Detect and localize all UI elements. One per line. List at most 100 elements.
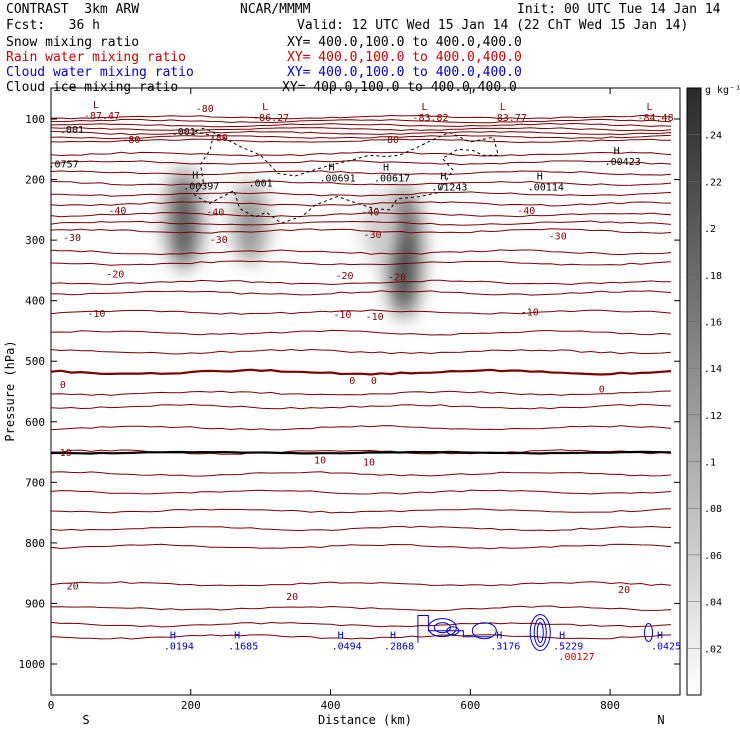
colorbar bbox=[686, 87, 702, 696]
cloud-water-contour bbox=[433, 622, 451, 634]
field-rain-xy: XY= 400.0,100.0 to 400.0,400.0 bbox=[287, 50, 522, 65]
extremum-mark: L bbox=[500, 102, 506, 113]
surface-line bbox=[51, 450, 672, 455]
isotherm-line bbox=[51, 134, 672, 140]
extremum-value: -83.82 bbox=[412, 113, 448, 124]
extremum-value: .5229 bbox=[553, 642, 583, 653]
field-cloudwater-xy: XY= 400.0,100.0 to 400.0,400.0 bbox=[287, 65, 522, 80]
extremum-mark: H bbox=[383, 163, 389, 174]
colorbar-tick-label: .22 bbox=[704, 177, 722, 188]
y-tick-label: 200 bbox=[25, 174, 45, 187]
y-tick-label: 300 bbox=[25, 234, 45, 247]
colorbar-tick-label: .12 bbox=[704, 411, 722, 422]
y-tick-label: 900 bbox=[25, 597, 45, 610]
colorbar-tick-label: .02 bbox=[704, 644, 722, 655]
x-right-end-label: N bbox=[657, 713, 664, 727]
field-snow-label: Snow mixing ratio bbox=[6, 35, 140, 50]
snow-plume-core bbox=[242, 193, 259, 259]
isotherm-line bbox=[51, 201, 672, 207]
extremum-value: .01243 bbox=[431, 183, 467, 194]
isotherm-label: -10 bbox=[366, 312, 384, 323]
field-cloudwater-label: Cloud water mixing ratio bbox=[6, 65, 194, 80]
isotherm-label: 20 bbox=[67, 581, 79, 592]
colorbar-tick-label: .08 bbox=[704, 504, 722, 515]
colorbar-tick-label: .14 bbox=[704, 364, 722, 375]
extremum-mark: L bbox=[421, 102, 427, 113]
forecast-hour: Fcst: 36 h bbox=[6, 18, 100, 33]
extremum-value: .001 bbox=[172, 127, 196, 138]
isotherm-label: -20 bbox=[106, 269, 124, 280]
extremum-mark: H bbox=[192, 170, 198, 181]
isotherm-line bbox=[51, 290, 672, 296]
isotherm-label: 10 bbox=[363, 458, 375, 469]
x-tick-label: 800 bbox=[600, 699, 620, 712]
y-tick-label: 400 bbox=[25, 295, 45, 308]
isotherm-line bbox=[51, 160, 672, 166]
isotherm-line bbox=[51, 543, 672, 550]
y-tick-label: 100 bbox=[25, 113, 45, 126]
isotherm-line bbox=[51, 368, 672, 376]
isotherm-label: 0 bbox=[371, 376, 377, 387]
isotherm-line bbox=[51, 138, 672, 144]
isotherm-line bbox=[51, 212, 672, 218]
extremum-mark: H bbox=[329, 163, 335, 174]
colorbar-tick-label: .24 bbox=[704, 131, 722, 142]
extremum-value: .00114 bbox=[528, 183, 564, 194]
extremum-mark: L bbox=[647, 102, 653, 113]
cloud-water-contour bbox=[644, 623, 654, 643]
extremum-value: .0494 bbox=[332, 642, 362, 653]
extremum-mark: H bbox=[234, 631, 240, 642]
isotherm-line bbox=[51, 279, 672, 286]
isotherm-line bbox=[51, 191, 672, 197]
isotherm-line bbox=[51, 403, 672, 410]
isotherm-line bbox=[51, 425, 672, 431]
isotherm-line bbox=[51, 525, 672, 532]
field-snow-xy: XY= 400.0,100.0 to 400.0,400.0 bbox=[287, 35, 522, 50]
cloud-water-contour bbox=[533, 618, 547, 648]
isotherm-line bbox=[51, 390, 672, 396]
plot-frame bbox=[50, 87, 681, 696]
extremum-value: .001 bbox=[60, 125, 84, 136]
source-label: NCAR/MMMM bbox=[240, 2, 311, 17]
isotherm-line bbox=[51, 348, 672, 355]
colorbar-tick-label: .1 bbox=[704, 458, 716, 469]
isotherm-label: -30 bbox=[210, 235, 228, 246]
isotherm-label: 20 bbox=[286, 592, 298, 603]
isotherm-label: -40 bbox=[108, 206, 126, 217]
extremum-mark: L bbox=[262, 102, 268, 113]
isotherm-label: 0 bbox=[60, 380, 66, 391]
extremum-mark: L bbox=[93, 100, 99, 111]
isotherm-label: -30 bbox=[363, 230, 381, 241]
extremum-value: -83.77 bbox=[491, 113, 527, 124]
isotherm-line bbox=[51, 170, 672, 176]
extremum-value: .0194 bbox=[164, 642, 194, 653]
extremum-mark: H bbox=[537, 172, 543, 183]
x-tick-label: 600 bbox=[460, 699, 480, 712]
isotherm-line bbox=[51, 634, 672, 640]
extremum-value: .0425 bbox=[651, 642, 681, 653]
extremum-value: -84.48 bbox=[637, 113, 673, 124]
extremum-value: .2868 bbox=[384, 642, 414, 653]
extremum-mark: H bbox=[338, 631, 344, 642]
colorbar-tick-label: .18 bbox=[704, 271, 722, 282]
extremum-mark: H bbox=[657, 631, 663, 642]
isotherm-label: -40 bbox=[517, 206, 535, 217]
extremum-mark: H bbox=[390, 631, 396, 642]
isotherm-label: -20 bbox=[336, 271, 354, 282]
isotherm-line bbox=[51, 471, 672, 477]
project-title: CONTRAST 3km ARW bbox=[6, 2, 140, 17]
colorbar-unit-label: g kg⁻¹ bbox=[705, 85, 740, 96]
isotherm-label: -80 bbox=[122, 135, 140, 146]
extremum-mark: H bbox=[614, 146, 620, 157]
extremum-value: .00127 bbox=[559, 652, 595, 663]
snow-plume bbox=[230, 179, 271, 265]
isotherm-line bbox=[51, 228, 672, 234]
colorbar-tick-label: .16 bbox=[704, 317, 722, 328]
isotherm-label: 0 bbox=[599, 384, 605, 395]
isotherm-line bbox=[51, 118, 672, 124]
isotherm-line bbox=[51, 508, 672, 514]
cloud-water-contour bbox=[471, 622, 497, 640]
isotherm-line bbox=[51, 114, 672, 120]
isotherm-line bbox=[51, 489, 672, 495]
